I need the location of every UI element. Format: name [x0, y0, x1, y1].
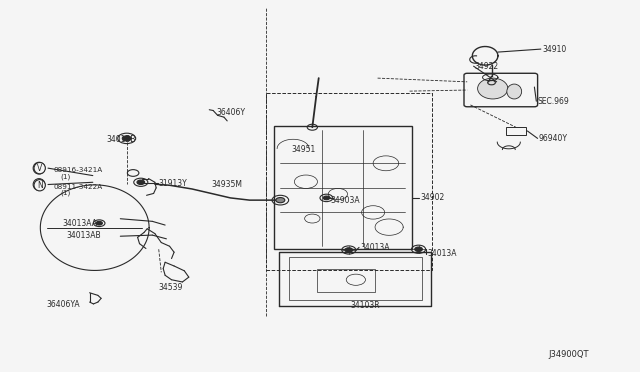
Text: 34013AA: 34013AA: [63, 219, 98, 228]
Bar: [289, 257, 422, 300]
Text: 08916-3421A: 08916-3421A: [53, 167, 102, 173]
Text: 34902: 34902: [420, 193, 445, 202]
Circle shape: [137, 180, 145, 185]
Text: V: V: [37, 164, 42, 173]
Bar: [506, 127, 526, 135]
Text: V: V: [36, 164, 42, 173]
Text: 34922: 34922: [475, 62, 499, 71]
FancyBboxPatch shape: [464, 73, 538, 107]
Text: SEC.969: SEC.969: [538, 97, 570, 106]
Text: N: N: [36, 180, 42, 189]
Ellipse shape: [507, 84, 522, 99]
Text: 34951: 34951: [292, 145, 316, 154]
Text: 34910: 34910: [543, 45, 567, 54]
Text: 34903A: 34903A: [330, 196, 360, 205]
Text: 36406YA: 36406YA: [46, 300, 80, 309]
Text: (1): (1): [61, 173, 71, 180]
Bar: [274, 126, 412, 249]
Text: N: N: [37, 181, 42, 190]
Text: 34103R: 34103R: [351, 301, 380, 310]
Text: 34935M: 34935M: [211, 180, 242, 189]
Circle shape: [323, 196, 330, 200]
Circle shape: [96, 221, 102, 225]
Bar: [317, 269, 375, 292]
Text: 34013AB: 34013AB: [67, 231, 101, 240]
Text: (1): (1): [61, 189, 71, 196]
Circle shape: [415, 247, 422, 251]
Circle shape: [276, 198, 285, 203]
Text: 34013B: 34013B: [107, 135, 136, 144]
Text: 36406Y: 36406Y: [216, 108, 245, 117]
Text: 31913Y: 31913Y: [159, 179, 188, 187]
Circle shape: [345, 248, 353, 252]
Text: 34013A: 34013A: [428, 249, 457, 258]
Text: 34013A: 34013A: [360, 243, 390, 252]
Text: J34900QT: J34900QT: [548, 350, 589, 359]
Bar: [266, 93, 432, 270]
Ellipse shape: [477, 78, 508, 99]
Text: 08911-3422A: 08911-3422A: [53, 184, 102, 190]
Text: 96940Y: 96940Y: [539, 134, 568, 143]
Circle shape: [122, 136, 131, 141]
Text: 34539: 34539: [159, 283, 183, 292]
